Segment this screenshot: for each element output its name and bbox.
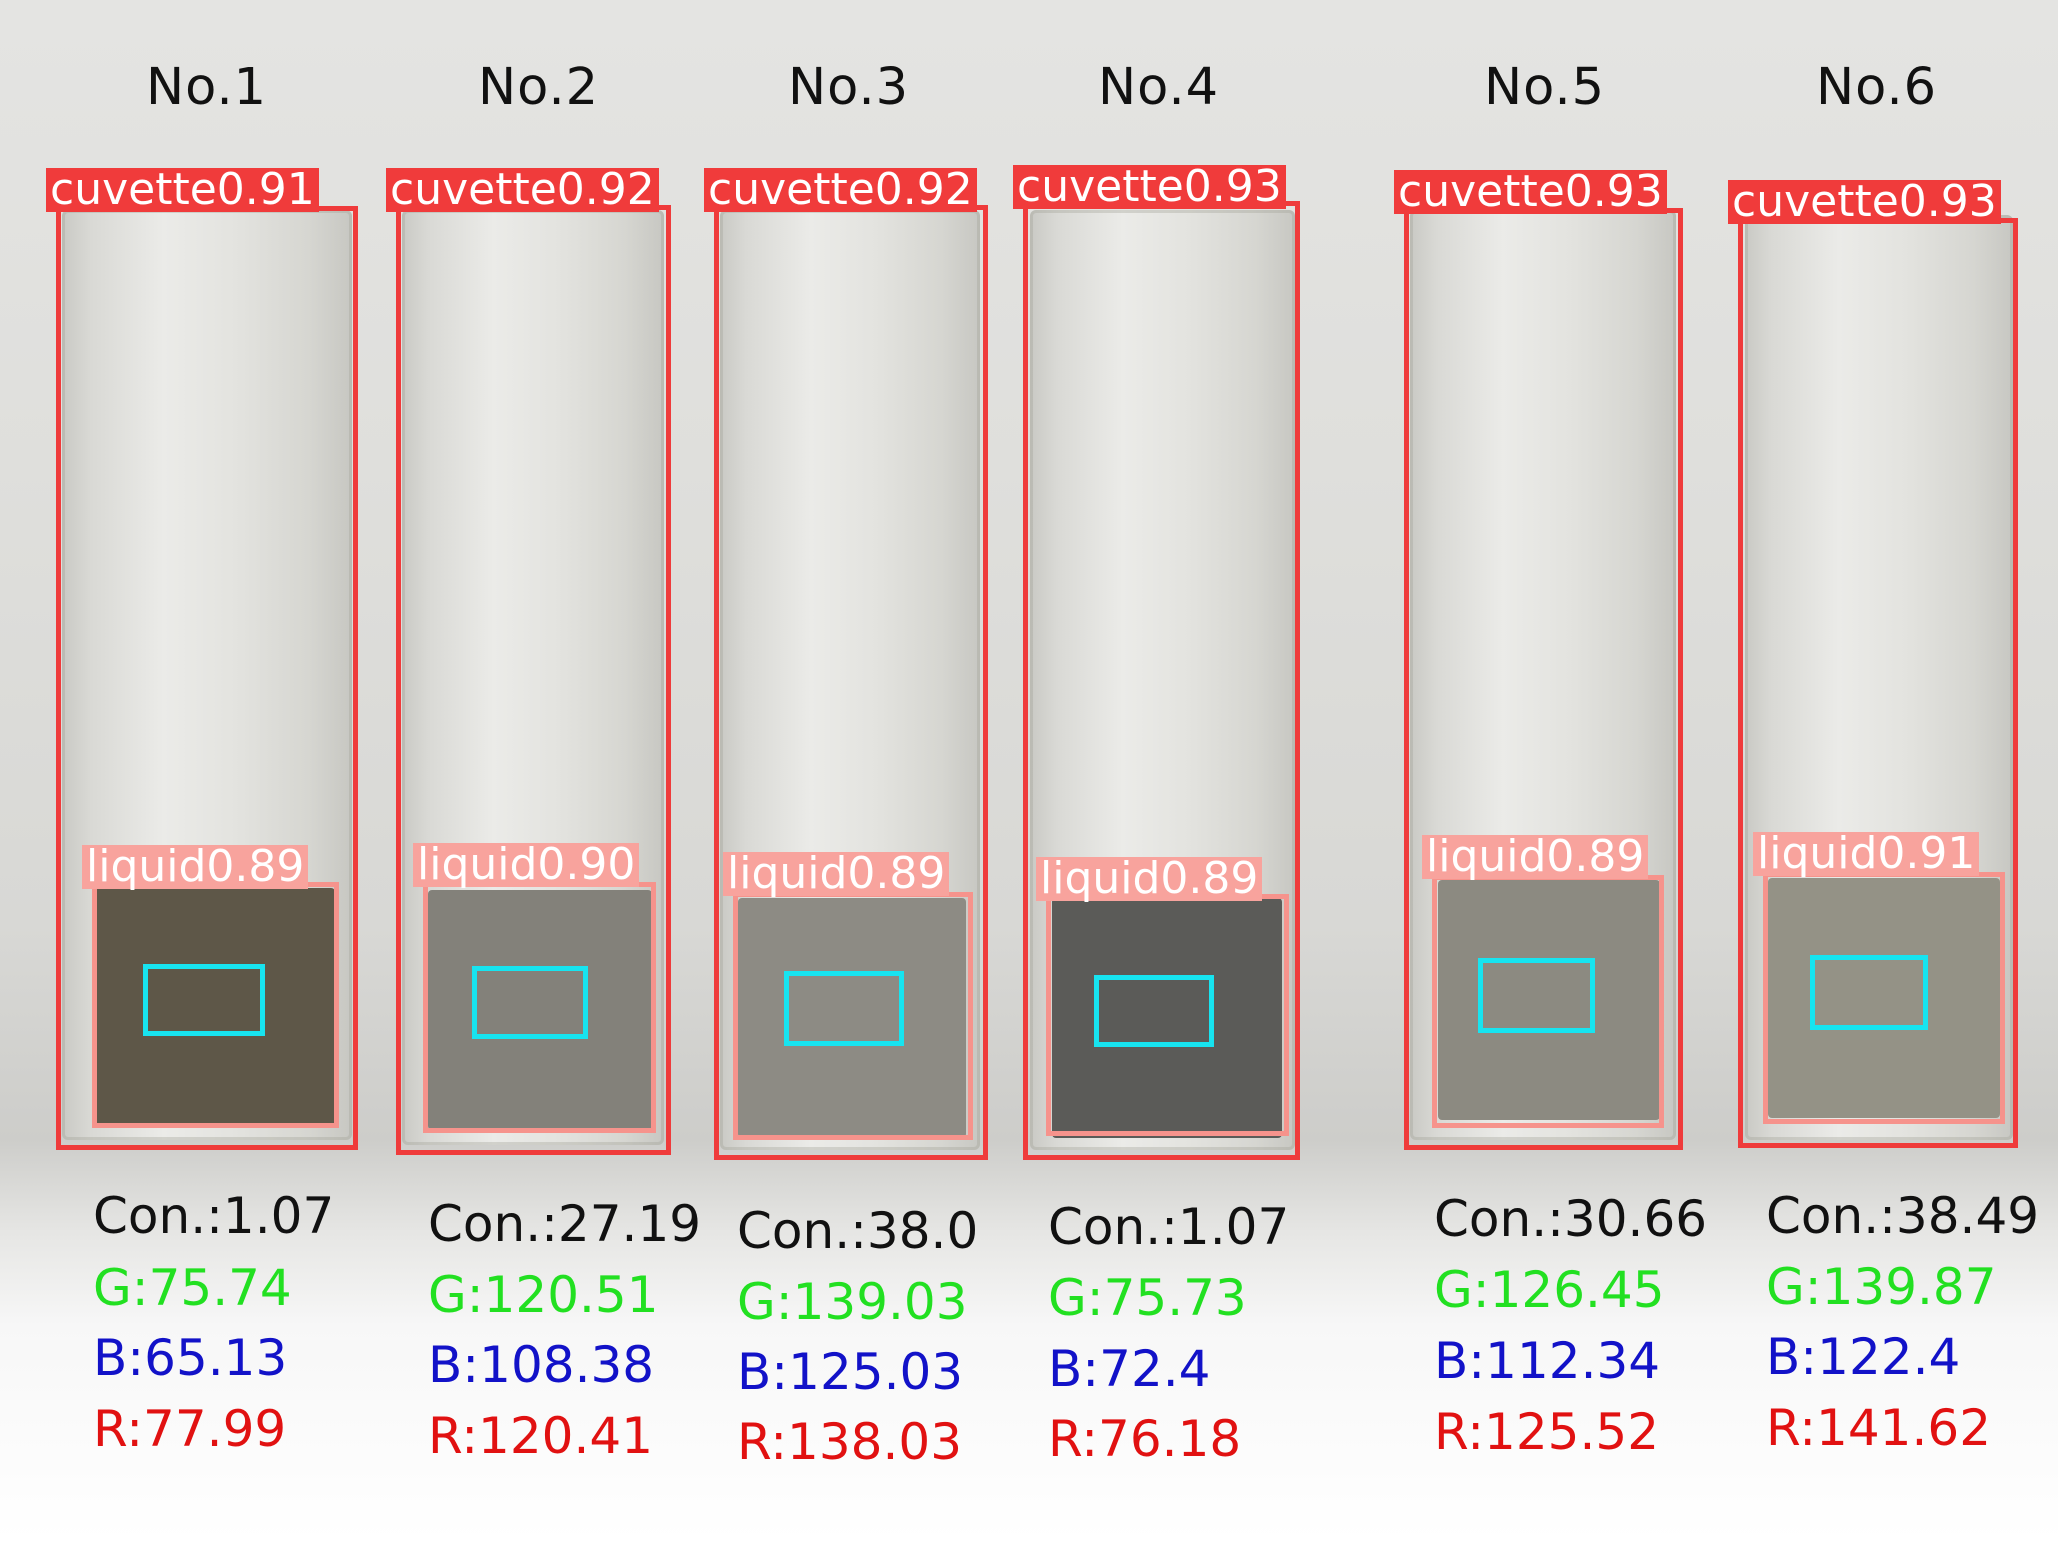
cuvette-detection-label: cuvette0.93 (1013, 165, 1286, 209)
liquid-detection-label: liquid0.91 (1753, 832, 1980, 876)
blue-readout: B:112.34 (1434, 1332, 1661, 1390)
red-readout: R:77.99 (93, 1400, 287, 1458)
sample-title: No.3 (788, 58, 910, 117)
sample-title: No.1 (146, 58, 268, 117)
cuvette-detection-label: cuvette0.91 (46, 168, 319, 212)
red-readout: R:76.18 (1048, 1410, 1242, 1468)
sample-title: No.6 (1816, 58, 1938, 117)
red-readout: R:141.62 (1766, 1399, 1991, 1457)
liquid (1052, 898, 1282, 1138)
sample-title: No.2 (478, 58, 600, 117)
color-roi-box (1810, 955, 1928, 1030)
concentration-readout: Con.:38.0 (737, 1202, 979, 1260)
sample-title: No.5 (1484, 58, 1606, 117)
liquid-detection-label: liquid0.89 (723, 852, 950, 896)
color-roi-box (1094, 975, 1214, 1047)
liquid (738, 898, 966, 1138)
cuvette-detection-label: cuvette0.92 (704, 168, 977, 212)
color-roi-box (143, 964, 265, 1036)
blue-readout: B:108.38 (428, 1336, 655, 1394)
liquid (1438, 880, 1660, 1120)
concentration-readout: Con.:30.66 (1434, 1190, 1708, 1248)
sample-title: No.4 (1098, 58, 1220, 117)
cuvette-detection-label: cuvette0.93 (1728, 180, 2001, 224)
green-readout: G:75.73 (1048, 1269, 1247, 1327)
green-readout: G:139.03 (737, 1273, 968, 1331)
liquid (95, 888, 335, 1128)
color-roi-box (784, 971, 904, 1046)
liquid-detection-label: liquid0.89 (1422, 835, 1649, 879)
blue-readout: B:122.4 (1766, 1328, 1961, 1386)
green-readout: G:120.51 (428, 1266, 659, 1324)
liquid-detection-label: liquid0.90 (413, 843, 640, 887)
liquid (1768, 878, 2000, 1118)
red-readout: R:120.41 (428, 1407, 653, 1465)
blue-readout: B:72.4 (1048, 1340, 1211, 1398)
red-readout: R:138.03 (737, 1413, 962, 1471)
liquid-detection-label: liquid0.89 (82, 845, 309, 889)
concentration-readout: Con.:1.07 (93, 1187, 335, 1245)
concentration-readout: Con.:27.19 (428, 1195, 702, 1253)
liquid (428, 890, 652, 1130)
blue-readout: B:65.13 (93, 1329, 288, 1387)
red-readout: R:125.52 (1434, 1403, 1659, 1461)
cuvette-detection-label: cuvette0.93 (1394, 170, 1667, 214)
liquid-detection-label: liquid0.89 (1036, 857, 1263, 901)
concentration-readout: Con.:1.07 (1048, 1198, 1290, 1256)
cuvette-detection-label: cuvette0.92 (386, 168, 659, 212)
color-roi-box (472, 966, 588, 1039)
green-readout: G:126.45 (1434, 1261, 1665, 1319)
green-readout: G:139.87 (1766, 1258, 1997, 1316)
blue-readout: B:125.03 (737, 1343, 964, 1401)
green-readout: G:75.74 (93, 1259, 292, 1317)
concentration-readout: Con.:38.49 (1766, 1187, 2040, 1245)
color-roi-box (1478, 958, 1595, 1033)
